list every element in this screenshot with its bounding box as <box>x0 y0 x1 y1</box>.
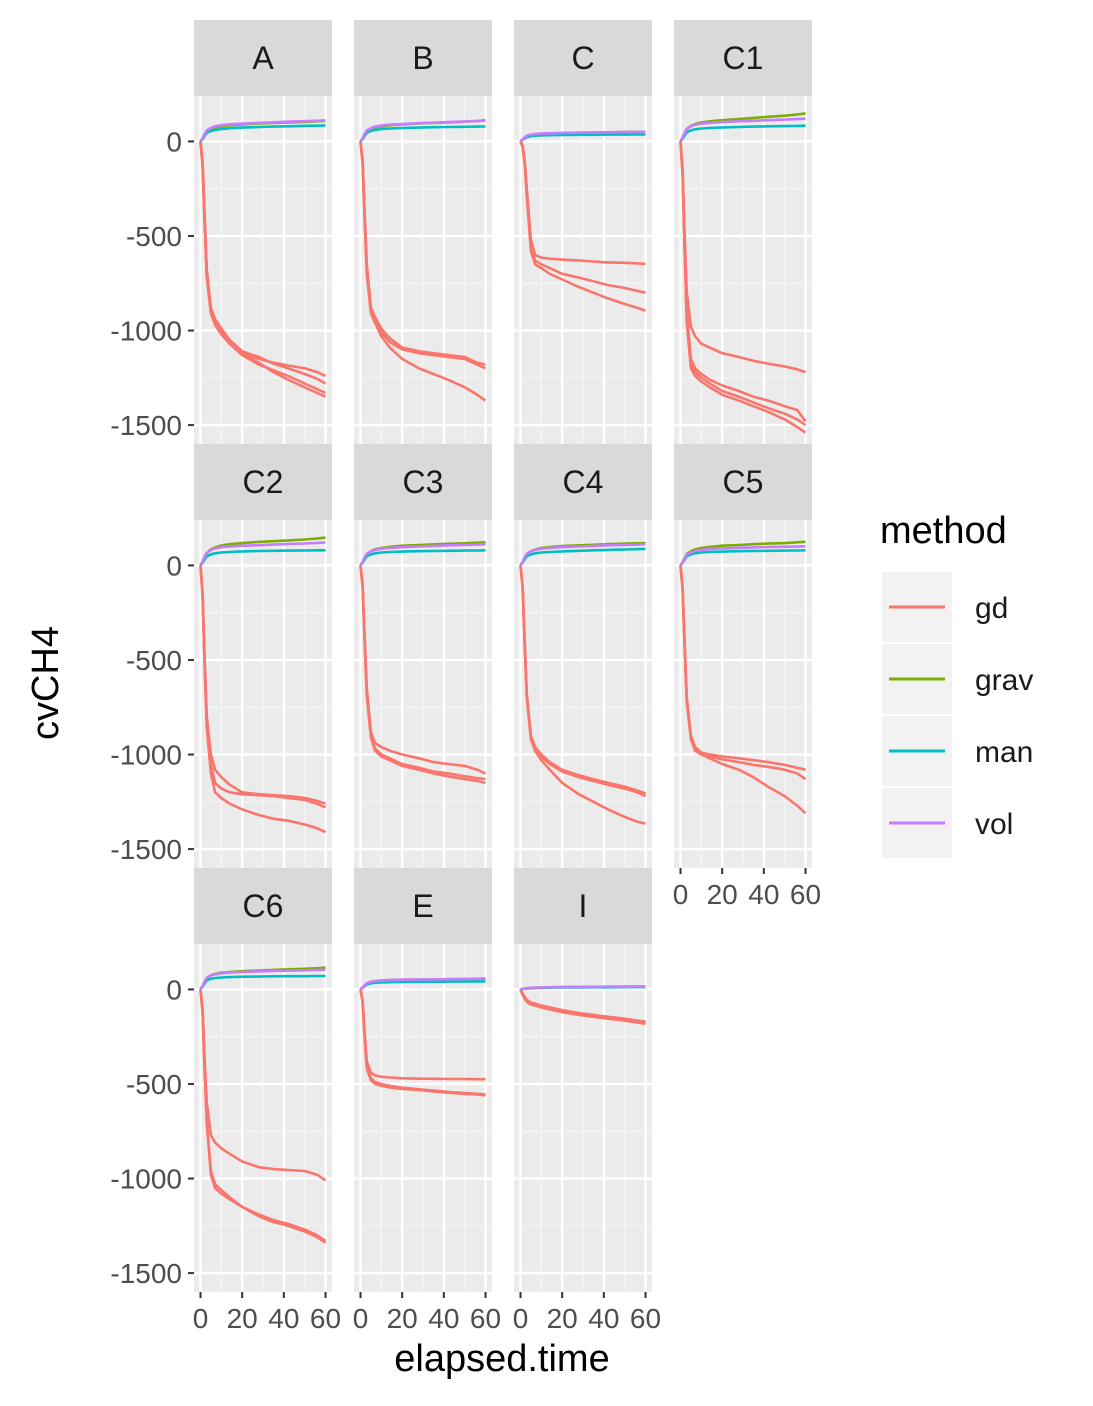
panel-c3: C3 <box>354 444 492 868</box>
panel-c: C <box>514 20 652 444</box>
x-tick-label: 60 <box>310 1303 341 1334</box>
series-line-vol <box>199 119 326 143</box>
facet-strip <box>674 20 812 96</box>
series-line-vol <box>679 545 806 567</box>
panel-c2: C2 0 -500 -1000 -1500 <box>110 444 332 868</box>
series-line-gd <box>199 565 327 834</box>
facet-strip-label: I <box>579 888 588 924</box>
facet-strip <box>194 20 332 96</box>
facet-strip <box>354 444 492 520</box>
series-line-gd <box>679 141 807 434</box>
y-tick-label: -500 <box>126 221 182 252</box>
x-tick-label: 40 <box>268 1303 299 1334</box>
x-tick-label: 60 <box>470 1303 501 1334</box>
facet-strip <box>354 20 492 96</box>
legend-item-grav: grav <box>882 644 1033 714</box>
x-tick-label: 40 <box>748 879 779 910</box>
facet-strip <box>674 444 812 520</box>
facet-strip-label: B <box>412 40 433 76</box>
facet-strip-label: E <box>412 888 433 924</box>
legend-item-gd: gd <box>882 572 1008 642</box>
facet-strip-label: C6 <box>243 888 284 924</box>
y-tick-label: 0 <box>166 126 182 157</box>
y-tick-label: -500 <box>126 645 182 676</box>
panel-i: I 0 20 40 60 <box>513 868 661 1334</box>
legend-title: method <box>880 510 1007 552</box>
series-line-vol <box>520 985 646 991</box>
panel-e: E 0 20 40 60 <box>353 868 501 1334</box>
panel-c1: C1 <box>674 20 812 444</box>
legend-item-man: man <box>882 716 1033 786</box>
series-line-gd <box>359 141 487 402</box>
series-line-gd <box>199 989 327 1242</box>
y-tick-label: 0 <box>166 974 182 1005</box>
series-line-gd <box>359 565 486 785</box>
x-tick-label: 0 <box>673 879 689 910</box>
y-axis-title: cvCH4 <box>25 626 67 740</box>
facet-strip <box>514 868 652 944</box>
facet-strip <box>194 444 332 520</box>
facet-strip-label: C4 <box>563 464 604 500</box>
facet-strip-label: C <box>571 40 594 76</box>
legend: method gd grav man vol <box>880 510 1033 858</box>
facet-strip <box>354 868 492 944</box>
facet-strip-label: C2 <box>243 464 284 500</box>
series-line-vol <box>359 119 486 143</box>
legend-label-gd: gd <box>975 592 1008 625</box>
panel-c6: C6 0 -500 -1000 -1500 0 20 40 60 <box>110 868 341 1334</box>
facet-strip <box>514 20 652 96</box>
x-tick-label: 20 <box>387 1303 418 1334</box>
series-line-gd <box>359 989 486 1097</box>
series-line-vol <box>519 542 646 567</box>
facet-strip-label: A <box>252 40 274 76</box>
y-tick-label: -1500 <box>110 834 182 865</box>
x-tick-label: 40 <box>588 1303 619 1334</box>
series-line-gd <box>519 988 646 1024</box>
series-line-gd <box>519 140 646 312</box>
series-line-vol <box>199 968 326 991</box>
series-line-vol <box>199 541 326 567</box>
panel-a: A 0 -500 -1000 -1500 <box>110 20 332 444</box>
panel-c5: C5 0 20 40 60 <box>673 444 821 910</box>
legend-item-vol: vol <box>882 788 1013 858</box>
series-line-vol <box>519 130 646 143</box>
y-tick-label: -1000 <box>110 1164 182 1195</box>
facet-strip-label: C1 <box>723 40 764 76</box>
y-tick-label: -1500 <box>110 410 182 441</box>
legend-label-grav: grav <box>975 664 1033 697</box>
series-line-vol <box>679 117 806 143</box>
series-line-gd <box>679 565 807 815</box>
y-tick-label: 0 <box>166 550 182 581</box>
x-tick-label: 40 <box>428 1303 459 1334</box>
y-tick-label: -500 <box>126 1069 182 1100</box>
facet-strip-label: C5 <box>723 464 764 500</box>
facet-strip-label: C3 <box>403 464 444 500</box>
series-line-vol <box>359 542 486 567</box>
y-tick-label: -1000 <box>110 316 182 347</box>
series-line-gd <box>519 565 646 825</box>
legend-label-man: man <box>975 736 1033 769</box>
x-tick-label: 20 <box>547 1303 578 1334</box>
legend-label-vol: vol <box>975 808 1013 841</box>
y-tick-label: -1500 <box>110 1258 182 1289</box>
x-tick-label: 20 <box>707 879 738 910</box>
x-tick-label: 20 <box>227 1303 258 1334</box>
facet-strip <box>194 868 332 944</box>
x-axis-title: elapsed.time <box>394 1338 609 1380</box>
x-tick-label: 0 <box>193 1303 209 1334</box>
panel-c4: C4 <box>514 444 652 868</box>
x-tick-label: 0 <box>513 1303 529 1334</box>
x-tick-label: 60 <box>630 1303 661 1334</box>
panel-b: B <box>354 20 492 444</box>
series-line-gd <box>199 141 327 398</box>
x-tick-label: 60 <box>790 879 821 910</box>
series-line-vol <box>359 977 486 991</box>
facet-strip <box>514 444 652 520</box>
y-tick-label: -1000 <box>110 740 182 771</box>
x-tick-label: 0 <box>353 1303 369 1334</box>
